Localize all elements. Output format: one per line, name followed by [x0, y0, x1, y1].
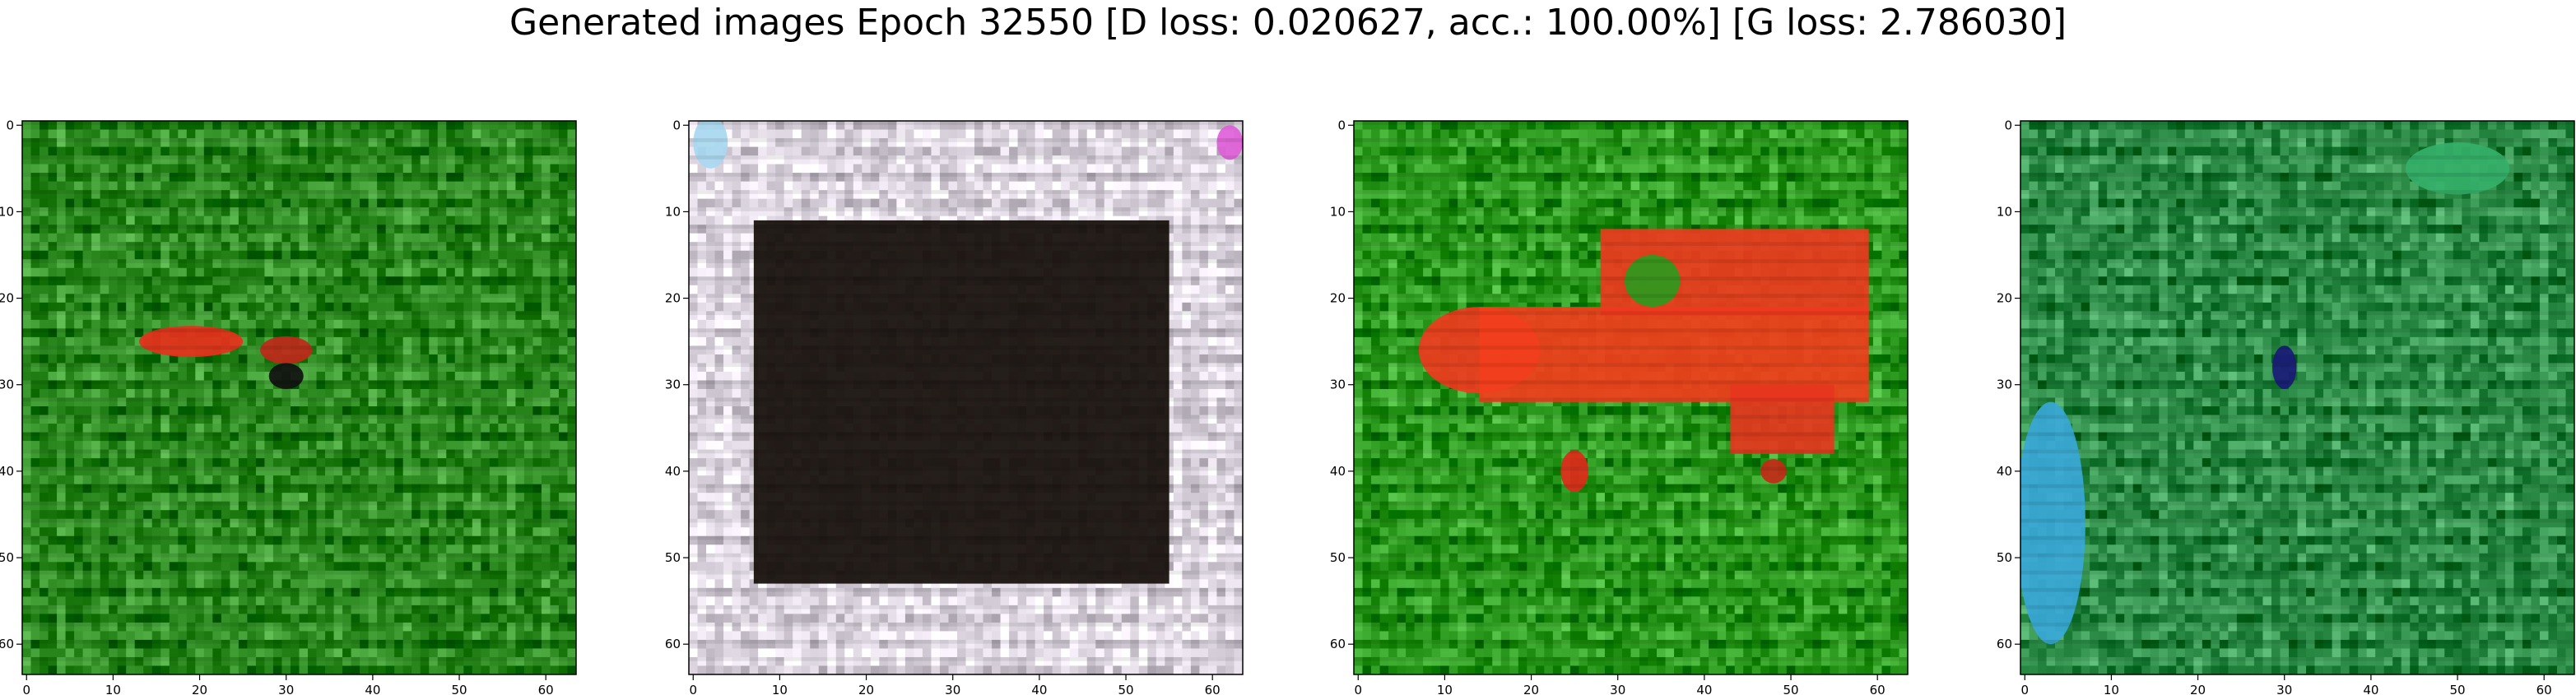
x-tick-label: 30 [2276, 683, 2292, 695]
generated-image [22, 121, 576, 674]
image-panel-1: 0 10 20 30 40 50 60 0 10 20 30 40 50 60 [0, 118, 577, 695]
y-tick-label: 60 [1997, 637, 2012, 651]
x-tick-label: 60 [538, 683, 554, 695]
image-feature [260, 336, 313, 364]
y-tick-label: 0 [6, 118, 14, 132]
y-tick-label: 0 [2004, 118, 2012, 132]
x-tick-label: 50 [451, 683, 467, 695]
generated-image [689, 121, 1243, 674]
x-tick-label: 20 [192, 683, 207, 695]
axes-frame [1353, 120, 1909, 675]
x-tick-label: 30 [278, 683, 294, 695]
y-tick-label: 20 [1330, 291, 1346, 306]
image-feature [2272, 345, 2297, 389]
x-tick-label: 50 [2449, 683, 2465, 695]
y-tick-label: 10 [1997, 204, 2012, 219]
image-feature [1760, 459, 1787, 484]
generated-image [1354, 121, 1908, 674]
generated-image [2020, 121, 2574, 674]
image-feature [1730, 384, 1834, 454]
y-tick-label: 50 [665, 550, 681, 565]
x-tick-label: 30 [945, 683, 960, 695]
x-tick-label: 50 [1783, 683, 1798, 695]
y-tick-label: 20 [1997, 291, 2012, 306]
image-panel-4: 0 10 20 30 40 50 60 0 10 20 30 40 50 60 [1997, 118, 2575, 695]
image-panel-3: 0 10 20 30 40 50 60 0 10 20 30 40 50 60 [1330, 118, 1909, 695]
x-tick-label: 60 [1870, 683, 1886, 695]
y-tick-label: 20 [0, 291, 14, 306]
x-tick-label: 30 [1610, 683, 1625, 695]
image-feature [693, 121, 728, 169]
x-tick-label: 20 [1523, 683, 1539, 695]
x-tick-label: 40 [2363, 683, 2378, 695]
image-feature [2020, 401, 2085, 645]
y-tick-label: 60 [665, 637, 681, 651]
x-tick-label: 10 [772, 683, 788, 695]
x-tick-label: 10 [1437, 683, 1453, 695]
image-feature [753, 220, 1169, 584]
image-panel-2: 0 10 20 30 40 50 60 0 10 20 30 40 50 60 [665, 118, 1244, 695]
axes-frame [2020, 120, 2575, 675]
y-tick-label: 20 [665, 291, 681, 306]
x-tick-label: 20 [858, 683, 874, 695]
x-tick-label: 50 [1118, 683, 1133, 695]
x-tick-label: 40 [1031, 683, 1047, 695]
y-tick-label: 60 [1330, 637, 1346, 651]
y-tick-label: 0 [672, 118, 681, 132]
y-tick-label: 10 [665, 204, 681, 219]
image-feature [1625, 254, 1681, 308]
y-tick-label: 0 [1337, 118, 1346, 132]
axes-frame [688, 120, 1244, 675]
y-tick-label: 40 [1330, 464, 1346, 479]
figure-title: Generated images Epoch 32550 [D loss: 0.… [509, 2, 2067, 44]
image-feature [2405, 142, 2510, 195]
image-feature [1216, 125, 1243, 160]
x-tick-label: 0 [2020, 683, 2029, 695]
y-tick-label: 10 [0, 204, 14, 219]
x-tick-label: 0 [22, 683, 30, 695]
image-feature [138, 326, 244, 358]
x-tick-label: 10 [2104, 683, 2119, 695]
y-tick-label: 60 [0, 637, 14, 651]
y-tick-label: 50 [1997, 550, 2012, 565]
x-tick-label: 40 [1696, 683, 1712, 695]
y-tick-label: 30 [1330, 378, 1346, 392]
x-tick-label: 0 [689, 683, 697, 695]
y-tick-label: 40 [665, 464, 681, 479]
image-feature [268, 363, 304, 389]
y-tick-label: 10 [1330, 204, 1346, 219]
x-tick-label: 0 [1354, 683, 1362, 695]
y-tick-label: 30 [665, 378, 681, 392]
y-tick-label: 40 [0, 464, 14, 479]
x-tick-label: 20 [2190, 683, 2206, 695]
y-tick-label: 30 [1997, 378, 2012, 392]
image-feature [1560, 450, 1588, 493]
y-tick-label: 30 [0, 378, 14, 392]
x-tick-label: 10 [105, 683, 121, 695]
axes-frame [21, 120, 577, 675]
x-tick-label: 40 [365, 683, 380, 695]
x-tick-label: 60 [1205, 683, 1221, 695]
y-tick-label: 40 [1997, 464, 2012, 479]
y-tick-label: 50 [0, 550, 14, 565]
x-tick-label: 60 [2536, 683, 2552, 695]
y-tick-label: 50 [1330, 550, 1346, 565]
